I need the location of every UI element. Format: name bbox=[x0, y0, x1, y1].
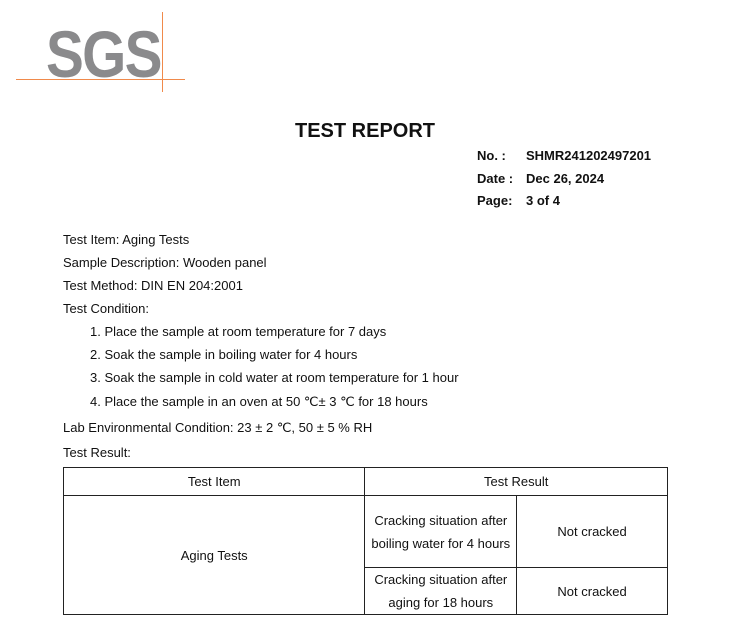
cell-result: Not cracked bbox=[516, 495, 668, 568]
header-test-item: Test Item bbox=[62, 467, 366, 496]
condition-step: 4. Place the sample in an oven at 50 ℃± … bbox=[90, 394, 428, 409]
cell-condition: Cracking situation after boiling water f… bbox=[364, 495, 518, 568]
report-number-label: No. : bbox=[477, 148, 506, 163]
report-number: No. : SHMR241202497201 bbox=[477, 148, 651, 163]
table-header-row: Test Item Test Result bbox=[62, 467, 668, 496]
cell-item: Aging Tests bbox=[62, 495, 366, 615]
logo-horizontal-line bbox=[16, 79, 185, 80]
test-condition-line: Test Condition: bbox=[63, 301, 149, 316]
report-number-value: SHMR241202497201 bbox=[526, 148, 652, 163]
header-test-result: Test Result bbox=[364, 467, 668, 496]
test-result-line: Test Result: bbox=[63, 445, 131, 460]
result-table: Test Item Test Result Aging Tests Cracki… bbox=[62, 467, 668, 615]
table-row: Aging Tests Cracking situation after boi… bbox=[62, 495, 668, 615]
report-title: TEST REPORT bbox=[294, 120, 435, 142]
report-page: Page: 3 of 4 bbox=[477, 193, 560, 208]
test-method-line: Test Method: DIN EN 204:2001 bbox=[63, 278, 243, 293]
condition-step: 1. Place the sample at room temperature … bbox=[90, 324, 387, 339]
logo-vertical-line bbox=[162, 12, 163, 92]
sgs-logo: SGS bbox=[46, 17, 162, 91]
condition-step: 2. Soak the sample in boiling water for … bbox=[90, 347, 358, 362]
condition-step: 3. Soak the sample in cold water at room… bbox=[90, 370, 459, 385]
sample-description-line: Sample Description: Wooden panel bbox=[63, 255, 267, 270]
test-item-line: Test Item: Aging Tests bbox=[63, 232, 190, 247]
report-page-label: Page: bbox=[477, 193, 513, 208]
cell-condition: Cracking situation after aging for 18 ho… bbox=[364, 567, 518, 615]
report-page-value: 3 of 4 bbox=[526, 193, 560, 208]
report-date-value: Dec 26, 2024 bbox=[526, 171, 605, 186]
cell-result: Not cracked bbox=[516, 567, 668, 615]
lab-condition-line: Lab Environmental Condition: 23 ± 2 ℃, 5… bbox=[63, 420, 373, 435]
report-date: Date : Dec 26, 2024 bbox=[477, 171, 604, 186]
report-date-label: Date : bbox=[477, 171, 514, 186]
table-row: Cracking situation after aging for 18 ho… bbox=[64, 567, 668, 615]
